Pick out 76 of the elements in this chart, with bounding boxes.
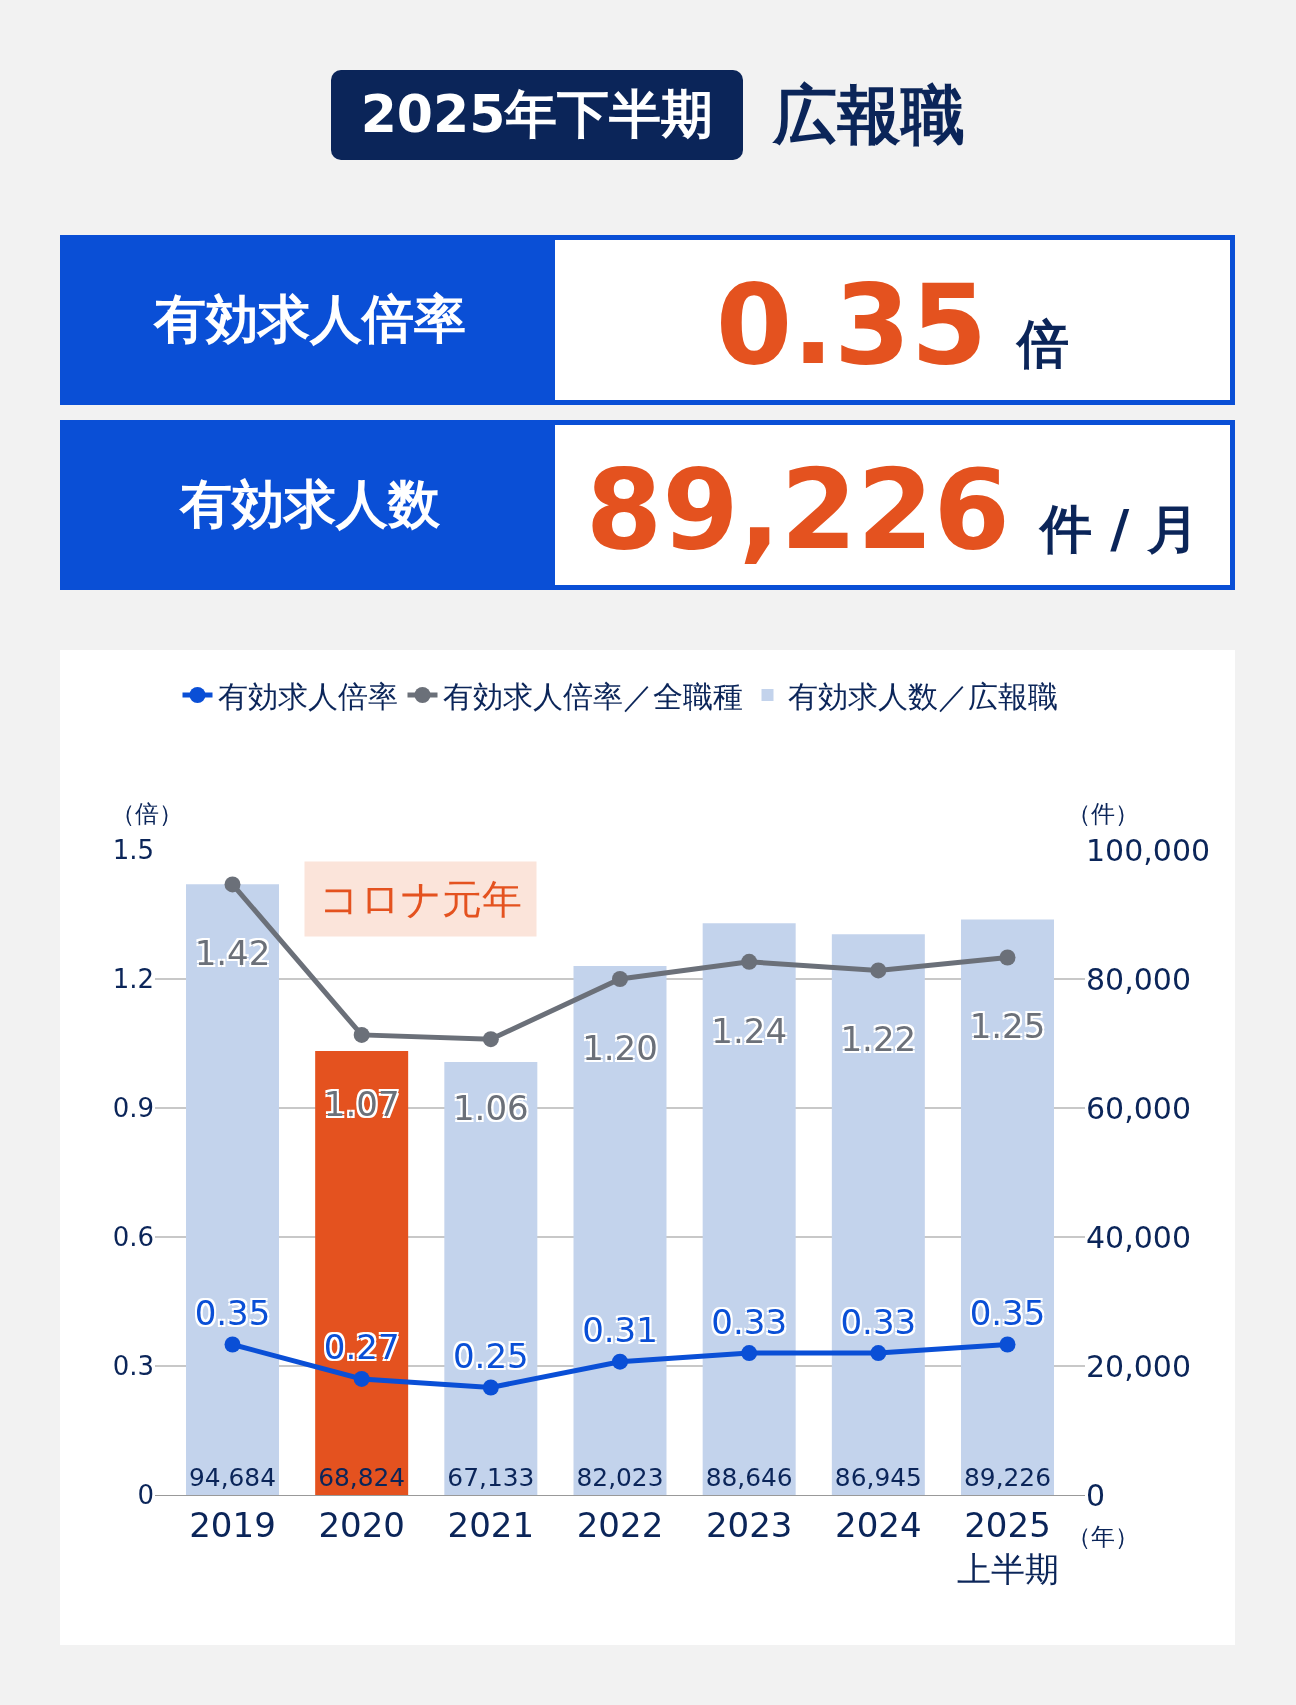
y-tick-label: 0.9 — [112, 1093, 154, 1124]
data-label: 89,226 — [964, 1463, 1051, 1493]
bar — [315, 1051, 409, 1495]
data-label: 1.22 — [840, 1019, 917, 1060]
point — [741, 1345, 758, 1362]
y-tick-label: 0.6 — [112, 1222, 154, 1253]
bar — [573, 965, 667, 1495]
legend-label: 有効求人数／広報職 — [787, 678, 1058, 714]
x-tick-label: 2023 — [705, 1504, 793, 1545]
point — [612, 971, 628, 987]
point — [612, 1353, 628, 1370]
y2-tick-label: 80,000 — [1086, 961, 1191, 997]
point — [741, 953, 758, 970]
x-tick-label: 2019 — [189, 1504, 276, 1545]
point — [482, 1379, 499, 1396]
y-tick-label: 0 — [137, 1480, 154, 1511]
text: 2025年下半期 — [330, 70, 744, 160]
y2-axis-title: （件） — [1067, 800, 1139, 828]
data-label: 0.27 — [323, 1327, 400, 1368]
y2-tick-label: 60,000 — [1086, 1090, 1191, 1126]
text: 倍 — [1017, 313, 1070, 376]
data-label: 0.31 — [582, 1310, 658, 1351]
data-label: 88,646 — [705, 1463, 793, 1493]
y-tick-label: 1.5 — [112, 835, 154, 866]
x-tick-label: 2024 — [835, 1504, 922, 1545]
y-axis-title: （倍） — [111, 800, 183, 828]
point — [353, 1370, 370, 1387]
x-tick-label: 2021 — [447, 1504, 535, 1545]
data-label: 1.42 — [194, 933, 271, 974]
point — [353, 1026, 370, 1043]
text: 89,226 — [585, 446, 1011, 574]
y2-tick-label: 0 — [1086, 1477, 1106, 1513]
point — [870, 962, 887, 979]
text: 有効求人数 — [65, 425, 555, 585]
legend-label: 有効求人倍率／全職種 — [442, 678, 743, 714]
text: 0.35 — [715, 261, 988, 389]
annotation: コロナ元年 — [319, 876, 522, 922]
data-label: 1.20 — [582, 1027, 658, 1068]
data-label: 68,824 — [318, 1463, 406, 1493]
data-label: 1.24 — [711, 1010, 788, 1051]
data-label: 82,023 — [576, 1463, 664, 1493]
point — [999, 949, 1016, 966]
y2-tick-label: 40,000 — [1086, 1219, 1191, 1255]
x-tick-label: 2022 — [576, 1504, 664, 1545]
point — [999, 1336, 1016, 1353]
data-label: 0.33 — [840, 1301, 917, 1342]
data-label: 1.25 — [969, 1006, 1046, 1047]
bar — [831, 934, 925, 1495]
y2-tick-label: 100,000 — [1086, 832, 1211, 868]
data-label: 67,133 — [447, 1463, 535, 1493]
x-tick-label: 2025 上半期 — [956, 1504, 1059, 1589]
data-label: 94,684 — [189, 1463, 276, 1493]
legend-label: 有効求人倍率 — [217, 678, 398, 714]
text: 有効求人倍率 — [65, 240, 555, 400]
point — [224, 876, 241, 893]
data-label: 0.25 — [452, 1336, 529, 1376]
point — [870, 1345, 887, 1362]
y2-tick-label: 20,000 — [1086, 1348, 1191, 1384]
data-label: 1.06 — [452, 1087, 529, 1128]
bar — [702, 923, 796, 1495]
text: 広報職 — [773, 76, 966, 154]
bar — [186, 884, 279, 1495]
data-label: 86,945 — [834, 1463, 922, 1493]
bar — [444, 1061, 538, 1495]
text: 件 / 月 — [1040, 498, 1200, 561]
point — [482, 1031, 499, 1048]
data-label: 1.07 — [323, 1083, 400, 1124]
bar — [961, 919, 1054, 1495]
data-label: 0.35 — [969, 1293, 1046, 1333]
x-tick-label: 2020 — [318, 1504, 405, 1545]
point — [224, 1336, 241, 1353]
y-tick-label: 1.2 — [112, 964, 154, 995]
x-axis-title: （年） — [1067, 1523, 1139, 1551]
data-label: 0.33 — [711, 1301, 788, 1342]
y-tick-label: 0.3 — [112, 1351, 154, 1382]
data-label: 0.35 — [194, 1293, 271, 1333]
